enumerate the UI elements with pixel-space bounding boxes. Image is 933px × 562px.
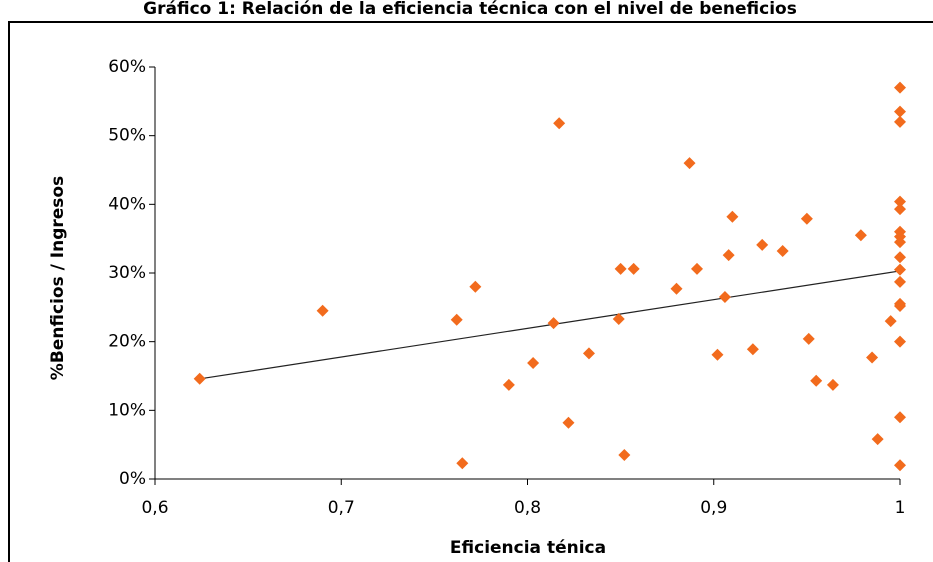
point (562, 416, 575, 429)
point (670, 282, 683, 295)
point (553, 117, 566, 130)
point (854, 229, 867, 242)
point (690, 262, 703, 275)
point (894, 459, 906, 472)
point (469, 280, 482, 293)
point (871, 433, 884, 446)
trendline (195, 270, 901, 381)
point (618, 448, 631, 461)
y-tick-label: 40% (108, 194, 146, 214)
point (756, 238, 769, 251)
point (894, 335, 906, 348)
point (627, 262, 640, 275)
point (582, 347, 595, 360)
point (802, 332, 815, 345)
point (810, 374, 823, 387)
point (894, 236, 906, 249)
point (450, 313, 463, 326)
point (726, 210, 739, 223)
x-tick-label: 0,6 (141, 498, 168, 518)
x-tick-label: 0,9 (700, 498, 727, 518)
point (316, 304, 329, 317)
point (614, 262, 627, 275)
point (866, 351, 879, 364)
y-tick-label: 30% (108, 263, 146, 283)
point (193, 372, 206, 385)
point (894, 251, 906, 264)
point (711, 348, 724, 361)
point (456, 457, 469, 470)
point (894, 195, 906, 208)
chart-title: Gráfico 1: Relación de la eficiencia téc… (143, 0, 797, 19)
x-tick-label: 0,7 (328, 498, 355, 518)
point (894, 81, 906, 94)
point (722, 249, 735, 262)
point (894, 115, 906, 128)
point (894, 105, 906, 118)
x-tick-label: 1 (895, 498, 906, 518)
point (894, 299, 906, 312)
point (894, 275, 906, 288)
point (894, 411, 906, 424)
point (612, 313, 625, 326)
point (800, 212, 813, 225)
x-axis-label: Eficiencia ténica (450, 538, 606, 558)
point (776, 245, 789, 258)
point (746, 343, 759, 356)
y-tick-label: 10% (108, 400, 146, 420)
point (894, 203, 906, 216)
point (547, 317, 560, 330)
point (884, 315, 897, 328)
point (826, 378, 839, 391)
y-tick-label: 20% (108, 332, 146, 352)
chart-border (8, 21, 933, 562)
point (683, 157, 696, 170)
y-tick-label: 50% (108, 126, 146, 146)
x-tick-label: 0,8 (514, 498, 541, 518)
y-axis-label: %Benficios / Ingresos (48, 176, 68, 380)
point (527, 356, 540, 369)
point (502, 378, 515, 391)
y-tick-label: 60% (108, 57, 146, 77)
y-tick-label: 0% (119, 469, 146, 489)
point (718, 291, 731, 304)
point (894, 263, 906, 276)
